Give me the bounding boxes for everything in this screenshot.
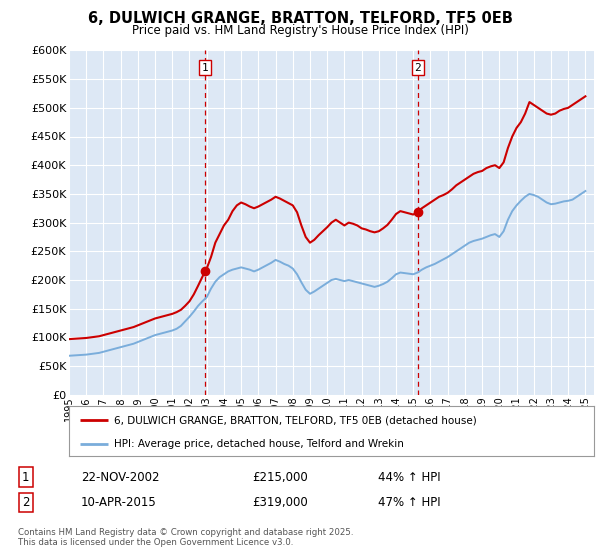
Text: £319,000: £319,000 (252, 496, 308, 509)
Text: 47% ↑ HPI: 47% ↑ HPI (378, 496, 440, 509)
Text: 44% ↑ HPI: 44% ↑ HPI (378, 470, 440, 484)
Text: 1: 1 (202, 63, 208, 73)
Text: 6, DULWICH GRANGE, BRATTON, TELFORD, TF5 0EB (detached house): 6, DULWICH GRANGE, BRATTON, TELFORD, TF5… (113, 415, 476, 425)
Text: 2: 2 (22, 496, 29, 509)
Text: 22-NOV-2002: 22-NOV-2002 (81, 470, 160, 484)
Text: 2: 2 (415, 63, 421, 73)
Text: £215,000: £215,000 (252, 470, 308, 484)
Text: 1: 1 (22, 470, 29, 484)
Text: 10-APR-2015: 10-APR-2015 (81, 496, 157, 509)
Text: HPI: Average price, detached house, Telford and Wrekin: HPI: Average price, detached house, Telf… (113, 439, 404, 449)
Text: 6, DULWICH GRANGE, BRATTON, TELFORD, TF5 0EB: 6, DULWICH GRANGE, BRATTON, TELFORD, TF5… (88, 11, 512, 26)
Text: Contains HM Land Registry data © Crown copyright and database right 2025.
This d: Contains HM Land Registry data © Crown c… (18, 528, 353, 547)
Text: Price paid vs. HM Land Registry's House Price Index (HPI): Price paid vs. HM Land Registry's House … (131, 24, 469, 37)
